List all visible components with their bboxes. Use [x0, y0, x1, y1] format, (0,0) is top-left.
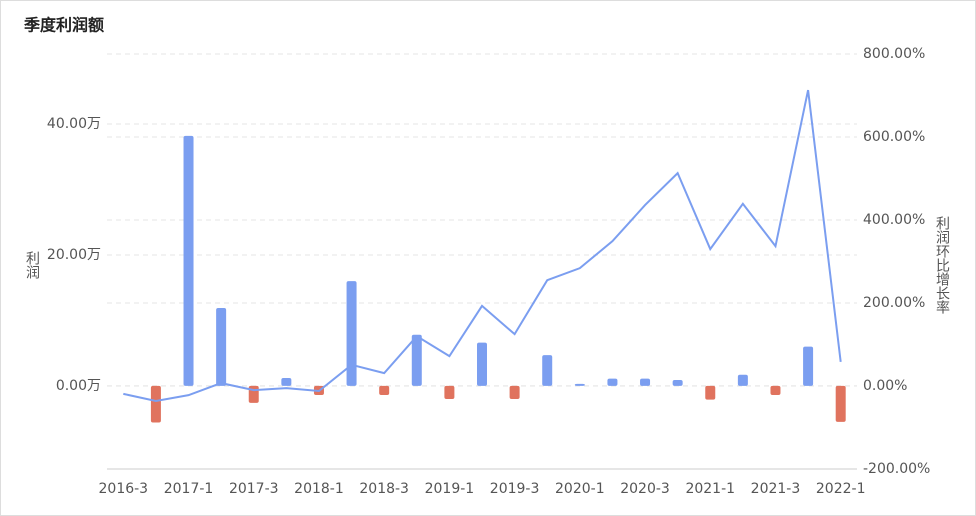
x-tick-label: 2017-1 [164, 481, 214, 497]
x-tick-label: 2019-3 [490, 481, 540, 497]
bar [705, 385, 716, 400]
bar [379, 385, 390, 396]
y2-tick-label: -200.00% [863, 461, 930, 477]
y-tick-label: 20.00万 [47, 247, 101, 263]
bar [477, 342, 487, 386]
bar [216, 307, 227, 386]
bar [737, 374, 748, 386]
bar [672, 379, 683, 386]
y2-tick-label: 600.00% [863, 129, 925, 145]
x-tick-label: 2019-1 [425, 481, 475, 497]
x-tick-label: 2020-1 [555, 481, 605, 497]
y2-tick-label: 400.00% [863, 212, 925, 228]
bar [770, 385, 781, 396]
x-tick-label: 2018-3 [359, 481, 409, 497]
y2-tick-label: 0.00% [863, 378, 907, 394]
x-tick-label: 2022-1 [816, 481, 866, 497]
bar [444, 385, 455, 399]
x-tick-label: 2020-3 [620, 481, 670, 497]
y2-tick-label: 200.00% [863, 295, 925, 311]
bar [183, 135, 194, 386]
y2-tick-label: 800.00% [863, 46, 925, 62]
x-tick-label: 2018-1 [294, 481, 344, 497]
bar [803, 346, 814, 386]
bar [150, 385, 161, 423]
bar [835, 385, 846, 422]
x-tick-label: 2021-1 [685, 481, 735, 497]
bar [542, 355, 553, 386]
y2-axis-title: 利润环比增长率 [934, 216, 950, 314]
chart-title: 季度利润额 [23, 16, 104, 35]
bar [509, 385, 520, 399]
bar [640, 378, 651, 386]
line [123, 89, 842, 402]
bar [574, 383, 585, 386]
bar [411, 334, 422, 386]
bar [281, 378, 292, 386]
y-tick-label: 0.00万 [56, 378, 101, 394]
bar [607, 378, 618, 386]
y-axis-title: 利润 [24, 251, 40, 279]
x-tick-label: 2016-3 [99, 481, 149, 497]
y-tick-label: 40.00万 [47, 116, 101, 132]
bar [346, 281, 357, 386]
x-tick-label: 2017-3 [229, 481, 279, 497]
x-tick-label: 2021-3 [751, 481, 801, 497]
